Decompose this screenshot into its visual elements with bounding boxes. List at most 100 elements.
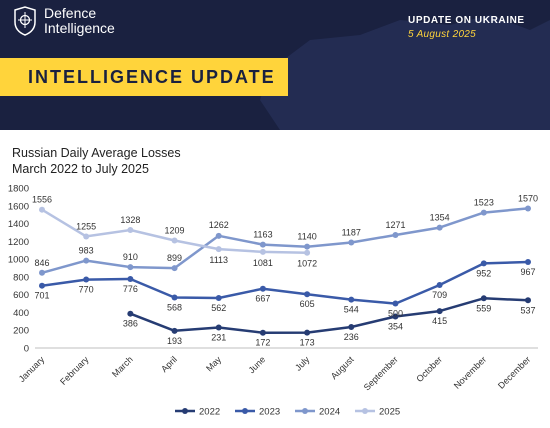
data-point-2022 [215, 324, 222, 331]
data-point-2025 [127, 226, 134, 233]
y-tick-label: 1000 [8, 255, 29, 266]
x-tick-label: April [159, 354, 179, 374]
data-label-2022: 415 [432, 316, 447, 326]
data-label-2023: 544 [344, 305, 359, 315]
data-point-2023 [259, 285, 266, 292]
data-label-2024: 899 [167, 253, 182, 263]
data-point-2025 [215, 246, 222, 253]
x-tick-label: November [452, 354, 488, 390]
data-point-2023 [392, 300, 399, 307]
data-label-2023: 776 [123, 284, 138, 294]
data-label-2025: 1209 [165, 226, 185, 236]
data-point-2023 [304, 291, 311, 298]
series-line-2022 [129, 297, 529, 334]
y-tick-label: 1800 [8, 184, 29, 195]
data-point-2022 [392, 313, 399, 320]
y-tick-label: 1400 [8, 219, 29, 230]
defence-intelligence-crest-icon [14, 6, 36, 36]
data-point-2023 [480, 260, 487, 267]
data-point-2022 [259, 329, 266, 336]
data-point-2024 [39, 269, 45, 276]
data-point-2023 [83, 276, 90, 283]
data-label-2025: 1081 [253, 258, 273, 268]
data-point-2024 [525, 205, 531, 212]
org-name: Defence Intelligence [44, 6, 115, 36]
data-label-2023: 701 [34, 291, 49, 301]
data-point-2024 [83, 257, 90, 264]
data-label-2023: 770 [79, 285, 94, 295]
x-tick-label: July [293, 354, 312, 373]
legend-marker-2023 [242, 408, 248, 414]
data-label-2023: 952 [476, 268, 491, 278]
chart-subtitle: March 2022 to July 2025 [12, 162, 149, 176]
org-name-line1: Defence [44, 5, 97, 21]
legend-label-2025: 2025 [379, 407, 400, 418]
data-point-2023 [525, 259, 531, 266]
update-date: 5 August 2025 [408, 29, 477, 40]
data-label-2024: 1187 [342, 227, 361, 237]
x-tick-label: May [204, 354, 223, 373]
data-point-2022 [304, 329, 311, 336]
data-point-2025 [259, 248, 266, 255]
x-tick-label: October [414, 354, 444, 384]
data-point-2024 [259, 241, 266, 248]
y-tick-label: 0 [24, 344, 29, 355]
data-point-2023 [39, 282, 45, 289]
x-tick-label: June [246, 354, 267, 375]
x-tick-label: August [329, 354, 356, 381]
data-point-2024 [392, 232, 399, 239]
x-tick-label: March [110, 354, 135, 379]
intelligence-update-label: INTELLIGENCE UPDATE [28, 67, 276, 87]
y-tick-label: 1600 [8, 201, 29, 212]
data-point-2022 [171, 327, 178, 334]
data-label-2022: 354 [388, 322, 403, 332]
chart-title-block: Russian Daily Average Losses March 2022 … [12, 145, 181, 177]
org-name-line2: Intelligence [44, 20, 115, 36]
data-point-2024 [127, 264, 134, 271]
data-label-2023: 568 [167, 303, 182, 313]
data-point-2024 [480, 209, 487, 216]
chart-title: Russian Daily Average Losses [12, 146, 181, 160]
legend-label-2024: 2024 [319, 407, 340, 418]
data-label-2023: 667 [255, 294, 270, 304]
data-label-2023: 562 [211, 303, 226, 313]
ukraine-map-silhouette [260, 15, 550, 130]
y-tick-label: 200 [13, 326, 29, 337]
series-line-2024 [41, 207, 529, 275]
x-tick-label: September [362, 354, 400, 392]
data-point-2022 [480, 295, 487, 302]
data-label-2023: 709 [432, 290, 447, 300]
y-tick-label: 800 [13, 272, 29, 283]
data-label-2024: 1163 [253, 230, 272, 240]
data-point-2023 [171, 294, 178, 301]
data-point-2023 [436, 281, 443, 288]
data-point-2024 [348, 239, 355, 246]
y-tick-label: 1200 [8, 237, 29, 248]
y-tick-label: 600 [13, 290, 29, 301]
data-point-2023 [348, 296, 355, 303]
data-label-2022: 231 [211, 332, 226, 342]
data-point-2025 [304, 249, 311, 256]
data-label-2022: 236 [344, 332, 359, 342]
data-label-2023: 967 [520, 267, 535, 277]
data-point-2022 [525, 297, 531, 304]
header-banner: Defence Intelligence UPDATE ON UKRAINE 5… [0, 0, 550, 130]
update-title: UPDATE ON UKRAINE [408, 15, 525, 26]
data-label-2025: 1255 [76, 221, 96, 231]
data-point-2022 [348, 324, 355, 331]
x-tick-label: February [58, 354, 91, 387]
data-point-2024 [304, 243, 311, 250]
legend-marker-2022 [182, 408, 188, 414]
data-label-2022: 193 [167, 336, 182, 346]
x-tick-label: January [17, 354, 47, 384]
intelligence-update-bar: INTELLIGENCE UPDATE [0, 58, 288, 96]
legend-marker-2024 [302, 408, 308, 414]
data-point-2025 [171, 237, 178, 244]
data-label-2023: 605 [300, 299, 315, 309]
data-label-2024: 983 [79, 246, 94, 256]
data-label-2024: 1271 [385, 220, 405, 230]
data-label-2024: 846 [34, 258, 49, 268]
data-label-2025: 1328 [120, 215, 140, 225]
data-label-2025: 1113 [209, 255, 228, 265]
